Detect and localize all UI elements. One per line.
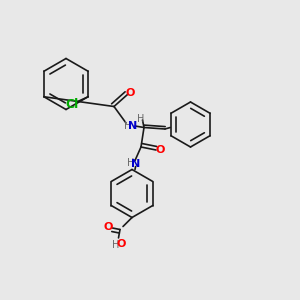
Text: H: H xyxy=(124,121,131,131)
Text: O: O xyxy=(103,222,113,233)
Text: N: N xyxy=(131,159,140,169)
Text: N: N xyxy=(128,121,137,131)
Text: O: O xyxy=(156,145,165,155)
Text: O: O xyxy=(116,239,126,249)
Text: H: H xyxy=(127,158,134,169)
Text: O: O xyxy=(126,88,135,98)
Text: H: H xyxy=(137,113,145,124)
Text: Cl: Cl xyxy=(65,98,78,111)
Text: H: H xyxy=(112,239,119,250)
